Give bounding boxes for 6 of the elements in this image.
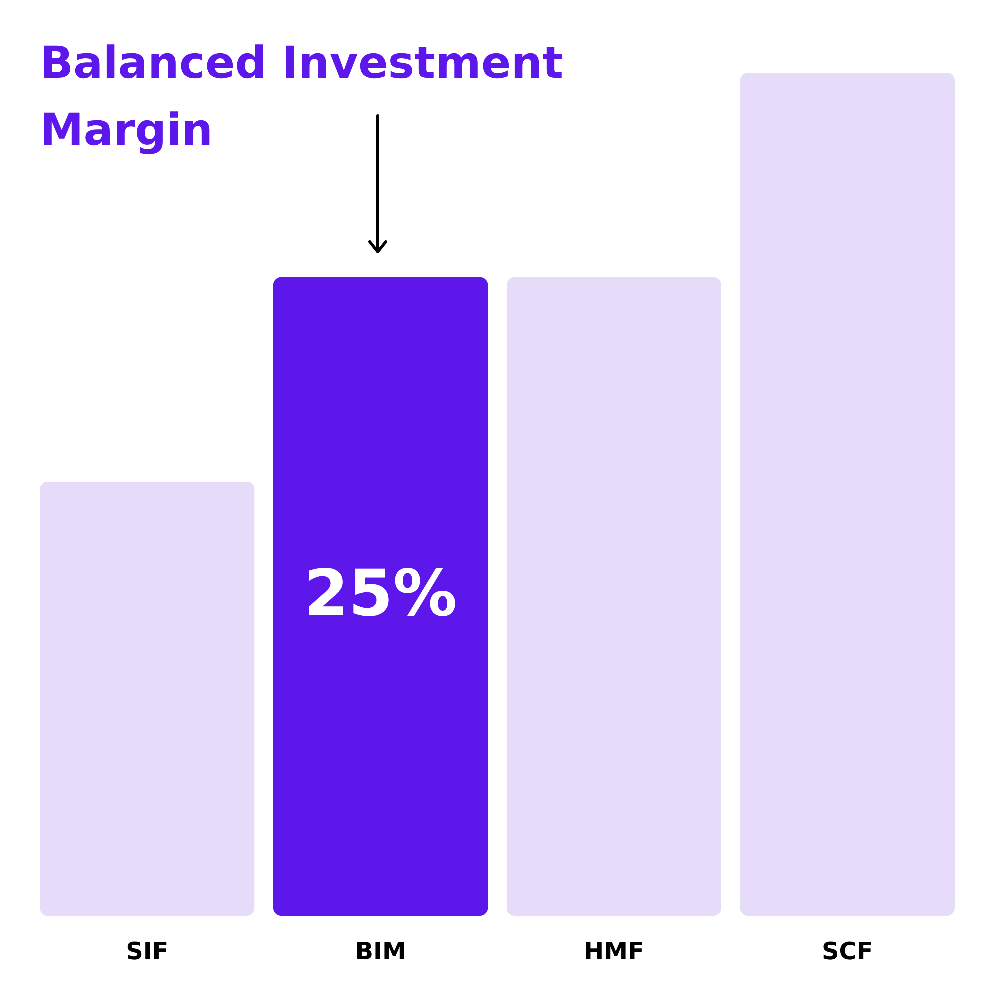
x-tick-label: BIM [355, 938, 406, 966]
data-label: 25% [304, 558, 458, 632]
x-tick-label: SCF [822, 938, 874, 966]
x-tick-label: HMF [584, 938, 644, 966]
x-tick-label: SIF [126, 938, 169, 966]
chart-title: Balanced Investment Margin [40, 37, 565, 158]
